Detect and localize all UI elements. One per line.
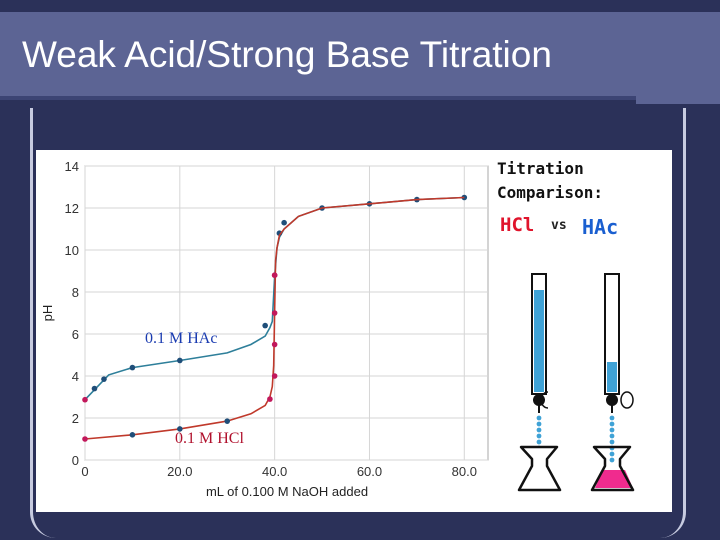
drip-drop [609, 415, 615, 421]
drip-drop [609, 421, 615, 427]
y-tick-label: 2 [72, 411, 79, 426]
drip-drop [609, 457, 615, 463]
hcl-point [267, 396, 273, 402]
y-tick-label: 14 [65, 159, 79, 174]
x-tick-label: 80.0 [452, 464, 477, 479]
hcl-point [224, 418, 231, 424]
hcl-flask [517, 445, 562, 492]
drip-drop [536, 427, 542, 433]
series-layer [82, 194, 468, 442]
hac-point [262, 322, 268, 329]
y-axis-label: pH [40, 305, 55, 322]
hac-point [281, 219, 287, 226]
hac-label: HAc [582, 215, 618, 239]
hac-point [82, 396, 88, 403]
vs-label: vs [551, 218, 567, 233]
comparison-illustration: Titration Comparison: HCl vs HAc [497, 159, 635, 492]
drip-drop [609, 439, 615, 445]
grid [84, 165, 488, 461]
x-tick-label: 40.0 [262, 464, 287, 479]
y-tick-label: 12 [65, 201, 79, 216]
x-tick-label: 20.0 [167, 464, 192, 479]
x-tick-label: 0 [81, 464, 88, 479]
drip-drop [609, 427, 615, 433]
drip-drop [536, 415, 542, 421]
hcl-point [129, 432, 136, 438]
hac-point [129, 364, 136, 371]
hcl-point [271, 310, 278, 316]
drip-drop [536, 433, 542, 439]
hac-drip-stream [609, 415, 615, 463]
y-tick-labels: 0 2 4 6 8 10 12 14 [65, 159, 79, 468]
title-band [0, 12, 636, 96]
x-tick-label: 60.0 [357, 464, 382, 479]
hac-flask [590, 445, 635, 492]
hac-point [91, 385, 98, 392]
hcl-point [271, 272, 278, 279]
hcl-point [271, 373, 278, 379]
hac-burette [604, 273, 634, 413]
hcl-burette [531, 273, 549, 413]
hcl-point [177, 426, 183, 432]
drip-drop [536, 421, 542, 427]
drip-drop [609, 433, 615, 439]
titration-chart: 0 2 4 6 8 10 12 14 0 20.0 40.0 60.0 80.0 pH mL of 0… [40, 159, 489, 499]
hac-point [177, 357, 183, 364]
y-tick-label: 6 [72, 327, 79, 342]
hac-point [101, 376, 107, 382]
y-tick-label: 8 [72, 285, 79, 300]
y-tick-label: 10 [65, 243, 79, 258]
hcl-curve-label: 0.1 M HCl [175, 430, 244, 447]
comparison-heading-line2: Comparison: [497, 183, 603, 202]
title-rule [0, 96, 636, 100]
drip-drop [536, 439, 542, 445]
comparison-heading-line1: Titration [497, 159, 584, 178]
hcl-point [271, 341, 278, 348]
x-axis-label: mL of 0.100 M NaOH added [206, 484, 368, 499]
hcl-label: HCl [500, 214, 534, 236]
content-frame [30, 108, 686, 538]
x-tick-labels: 0 20.0 40.0 60.0 80.0 [81, 464, 477, 479]
hac-curve-label: 0.1 M HAc [145, 330, 217, 347]
hcl-point [82, 436, 88, 442]
slide-title: Weak Acid/Strong Base Titration [22, 34, 552, 75]
y-tick-label: 4 [72, 369, 79, 384]
corner-block [636, 12, 720, 104]
plot-area [84, 165, 489, 461]
y-tick-label: 0 [72, 453, 79, 468]
drip-drop [609, 451, 615, 457]
